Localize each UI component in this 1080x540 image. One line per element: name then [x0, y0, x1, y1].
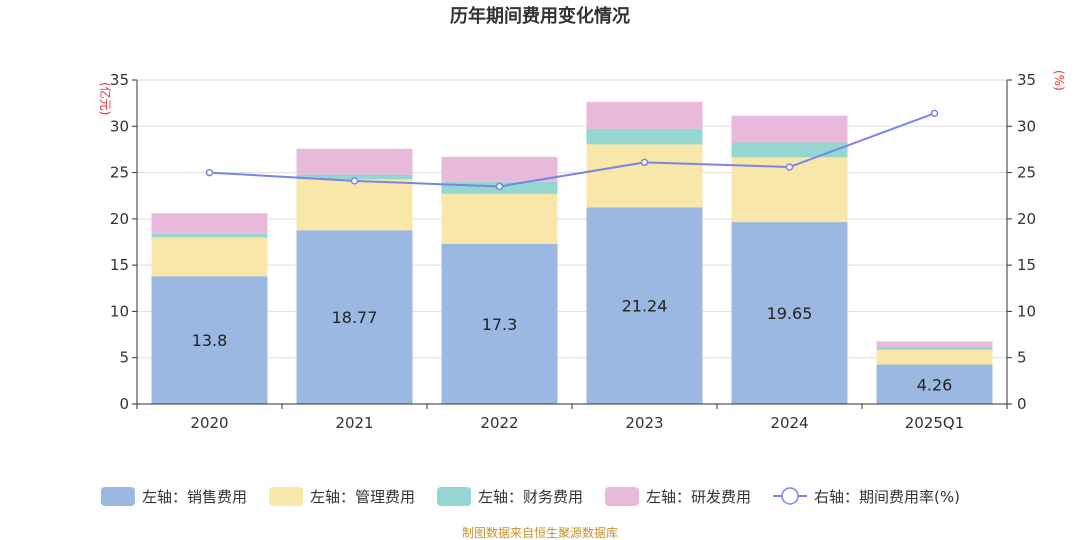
- legend-label-3: 左轴：研发费用: [646, 488, 751, 506]
- rate-point-2025Q1: [930, 109, 939, 118]
- legend-swatch-3: [605, 487, 639, 506]
- left-tick-label: 25: [110, 164, 129, 182]
- bar-2021-series-0: [296, 230, 413, 404]
- left-tick-label: 30: [110, 117, 129, 135]
- bar-2020-series-2: [151, 233, 268, 238]
- data-label-2021: 18.77: [332, 308, 378, 327]
- x-tick-label-2023: 2023: [625, 414, 663, 432]
- rate-point-2023: [640, 158, 649, 167]
- x-tick-label-2020: 2020: [190, 414, 228, 432]
- rate-point-2022: [495, 182, 504, 191]
- right-tick-label: 15: [1017, 256, 1036, 274]
- x-tick-label-2024: 2024: [770, 414, 808, 432]
- right-tick-label: 35: [1017, 71, 1036, 89]
- bar-2021-series-2: [296, 174, 413, 180]
- bar-2025Q1-series-1: [876, 349, 993, 365]
- x-tick-label-2022: 2022: [480, 414, 518, 432]
- bar-2024-series-3: [731, 115, 848, 143]
- bar-2023-series-2: [586, 128, 703, 145]
- bar-2020-series-3: [151, 213, 268, 234]
- right-tick-label: 25: [1017, 164, 1036, 182]
- right-tick-label: 30: [1017, 117, 1036, 135]
- bar-2024-series-2: [731, 142, 848, 158]
- data-label-2025Q1: 4.26: [917, 375, 953, 394]
- bar-2023-series-1: [586, 144, 703, 208]
- bar-2021-series-3: [296, 148, 413, 175]
- grid-lines: [137, 79, 1007, 359]
- x-tick-label-2021: 2021: [335, 414, 373, 432]
- right-axis-unit: (%): [1052, 70, 1066, 91]
- data-labels: 13.8 18.77 17.3 21.24 19.65 4.26: [192, 297, 953, 395]
- bar-2020-series-1: [151, 237, 268, 277]
- data-label-2020: 13.8: [192, 331, 228, 350]
- rate-line-series: [205, 109, 939, 191]
- rate-line: [209, 112, 935, 188]
- legend-label-1: 左轴：管理费用: [310, 488, 415, 506]
- rate-point-2020: [205, 168, 214, 177]
- rate-point-2024: [785, 163, 794, 171]
- data-label-2022: 17.3: [482, 315, 518, 334]
- bar-2021-series-1: [296, 179, 413, 231]
- left-axis-unit: (亿元): [98, 82, 113, 115]
- bar-series: [151, 101, 993, 404]
- legend-label-4: 右轴：期间费用率(%): [814, 488, 960, 506]
- source-note: 制图数据来自恒生聚源数据库: [462, 525, 618, 540]
- bar-2025Q1-series-0: [876, 364, 993, 404]
- right-tick-label: 0: [1017, 395, 1027, 413]
- bar-2025Q1-series-2: [876, 346, 993, 350]
- legend-circle-swatch: [781, 487, 799, 505]
- x-tick-label-2025Q1: 2025Q1: [905, 414, 965, 432]
- legend-label-2: 左轴：财务费用: [478, 488, 583, 506]
- left-tick-label: 15: [110, 256, 129, 274]
- bar-2023-series-3: [586, 101, 703, 129]
- legend-swatch-1: [269, 487, 303, 506]
- left-tick-label: 10: [110, 302, 129, 320]
- bar-2025Q1-series-3: [876, 341, 993, 347]
- legend: 左轴：销售费用 左轴：管理费用 左轴：财务费用 左轴：研发费用 右轴：期间费用率(%): [101, 487, 960, 506]
- rate-point-2021: [350, 177, 359, 185]
- left-tick-label: 5: [119, 349, 129, 367]
- bar-2022-series-3: [441, 156, 558, 182]
- right-tick-label: 10: [1017, 302, 1036, 320]
- bar-2022-series-1: [441, 193, 558, 244]
- axes: 0 5 10 15 20 25 30 35 0 5 10 15 20 25 30 35 2020 2021 2022…: [110, 71, 1036, 432]
- bar-2024-series-0: [731, 222, 848, 404]
- data-label-2024: 19.65: [767, 304, 813, 323]
- right-tick-label: 20: [1017, 210, 1036, 228]
- bar-2023-series-0: [586, 207, 703, 404]
- chart-title: 历年期间费用变化情况: [450, 5, 630, 27]
- bar-2020-series-0: [151, 276, 268, 404]
- legend-swatch-2: [437, 487, 471, 506]
- data-label-2023: 21.24: [622, 297, 668, 316]
- legend-label-0: 左轴：销售费用: [142, 488, 247, 506]
- left-tick-label: 20: [110, 210, 129, 228]
- legend-swatch-0: [101, 487, 135, 506]
- right-tick-label: 5: [1017, 349, 1027, 367]
- left-tick-label: 35: [110, 71, 129, 89]
- left-tick-label: 0: [119, 395, 129, 413]
- bar-2022-series-0: [441, 243, 558, 404]
